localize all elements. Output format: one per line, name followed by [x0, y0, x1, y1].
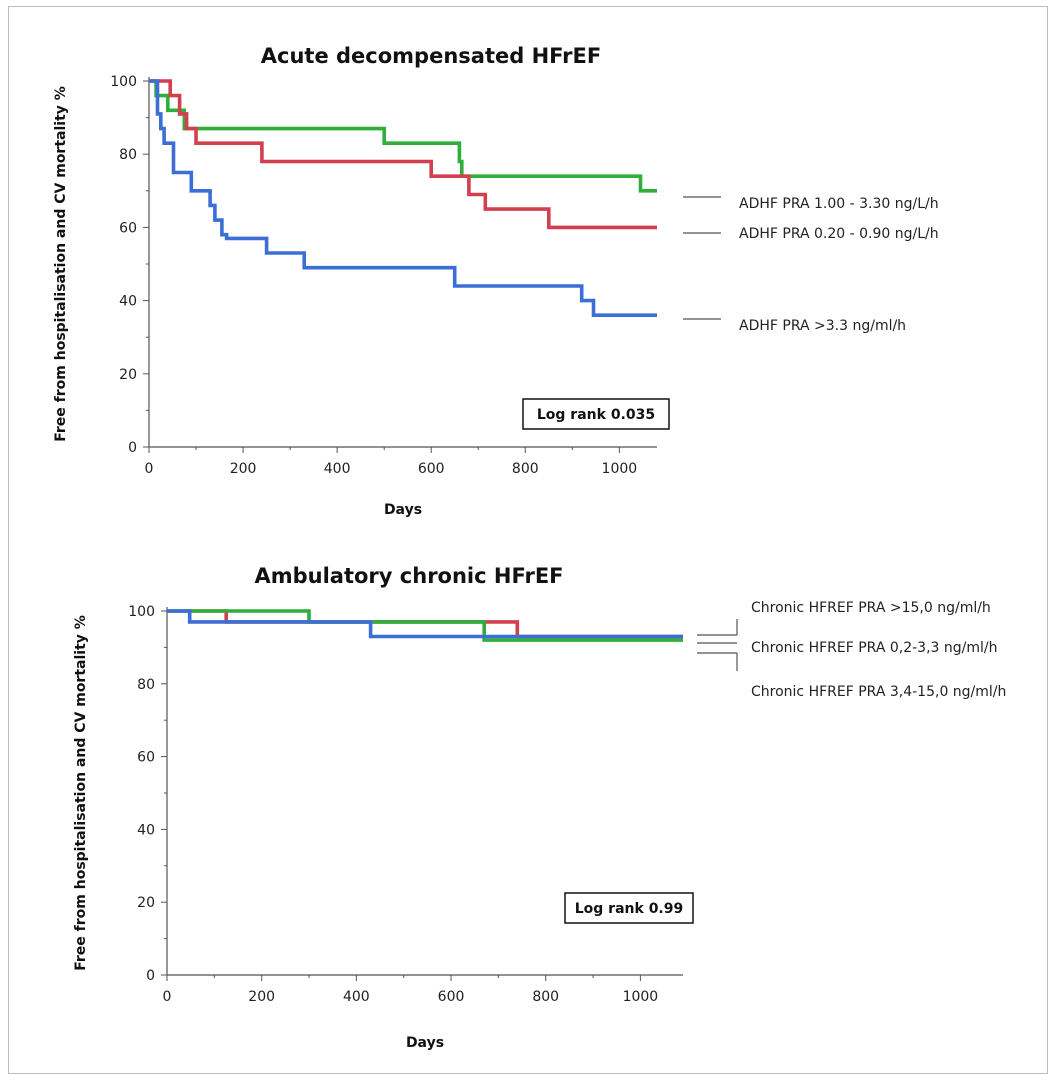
y-tick-label: 40 [137, 822, 155, 838]
chart-title: Acute decompensated HFrEF [261, 44, 601, 68]
x-tick-label: 200 [230, 461, 257, 477]
y-tick-label: 80 [137, 677, 155, 693]
km-curve-series-1 [167, 609, 683, 642]
figure: Acute decompensated HFrEF 0 20 40 60 80 100 0 20… [8, 6, 1048, 1074]
chart-title: Ambulatory chronic HFrEF [254, 564, 563, 588]
x-tick-label: 200 [248, 989, 275, 1005]
legend-entry-label: Chronic HFREF PRA >15,0 ng/ml/h [751, 600, 991, 616]
y-tick-label: 20 [137, 895, 155, 911]
y-tick-label: 100 [110, 74, 137, 90]
x-tick-label: 400 [343, 989, 370, 1005]
x-tick-label: 600 [438, 989, 465, 1005]
legend-entry-label: Chronic HFREF PRA 3,4-15,0 ng/ml/h [751, 684, 1006, 700]
y-axis-label: Free from hospitalisation and CV mortali… [53, 86, 69, 442]
x-axis-label: Days [406, 1035, 444, 1051]
log-rank-box [564, 892, 694, 924]
km-curve-series-0 [149, 79, 657, 193]
y-tick-label: 60 [119, 220, 137, 236]
x-tick-label: 1000 [602, 461, 638, 477]
legend-entry-label: Chronic HFREF PRA 0,2-3,3 ng/ml/h [751, 640, 997, 656]
km-curve-series-2 [167, 609, 683, 639]
km-curve-series-2 [149, 79, 657, 317]
y-tick-label: 40 [119, 294, 137, 310]
km-curve-series-0 [167, 609, 683, 639]
x-tick-label: 1000 [623, 989, 659, 1005]
log-rank-label: Log rank 0.99 [575, 901, 683, 917]
x-tick-label: 400 [324, 461, 351, 477]
km-curve-series-1 [149, 79, 657, 230]
y-tick-label: 0 [146, 968, 155, 984]
y-tick-label: 80 [119, 147, 137, 163]
y-tick-label: 100 [128, 604, 155, 620]
y-tick-label: 60 [137, 750, 155, 766]
x-tick-label: 0 [163, 989, 172, 1005]
x-axis-label: Days [384, 502, 422, 518]
x-tick-label: 800 [512, 461, 539, 477]
x-tick-label: 0 [145, 461, 154, 477]
legend-entry-label: ADHF PRA 0.20 - 0.90 ng/L/h [739, 226, 939, 242]
y-tick-label: 20 [119, 367, 137, 383]
x-tick-label: 600 [418, 461, 445, 477]
y-tick-label: 0 [128, 440, 137, 456]
y-axis-label: Free from hospitalisation and CV mortali… [73, 615, 89, 971]
x-tick-label: 800 [532, 989, 559, 1005]
log-rank-box [522, 398, 670, 430]
legend-entry-label: ADHF PRA >3.3 ng/ml/h [739, 318, 906, 334]
legend-entry-label: ADHF PRA 1.00 - 3.30 ng/L/h [739, 196, 939, 212]
log-rank-label: Log rank 0.035 [537, 407, 655, 423]
